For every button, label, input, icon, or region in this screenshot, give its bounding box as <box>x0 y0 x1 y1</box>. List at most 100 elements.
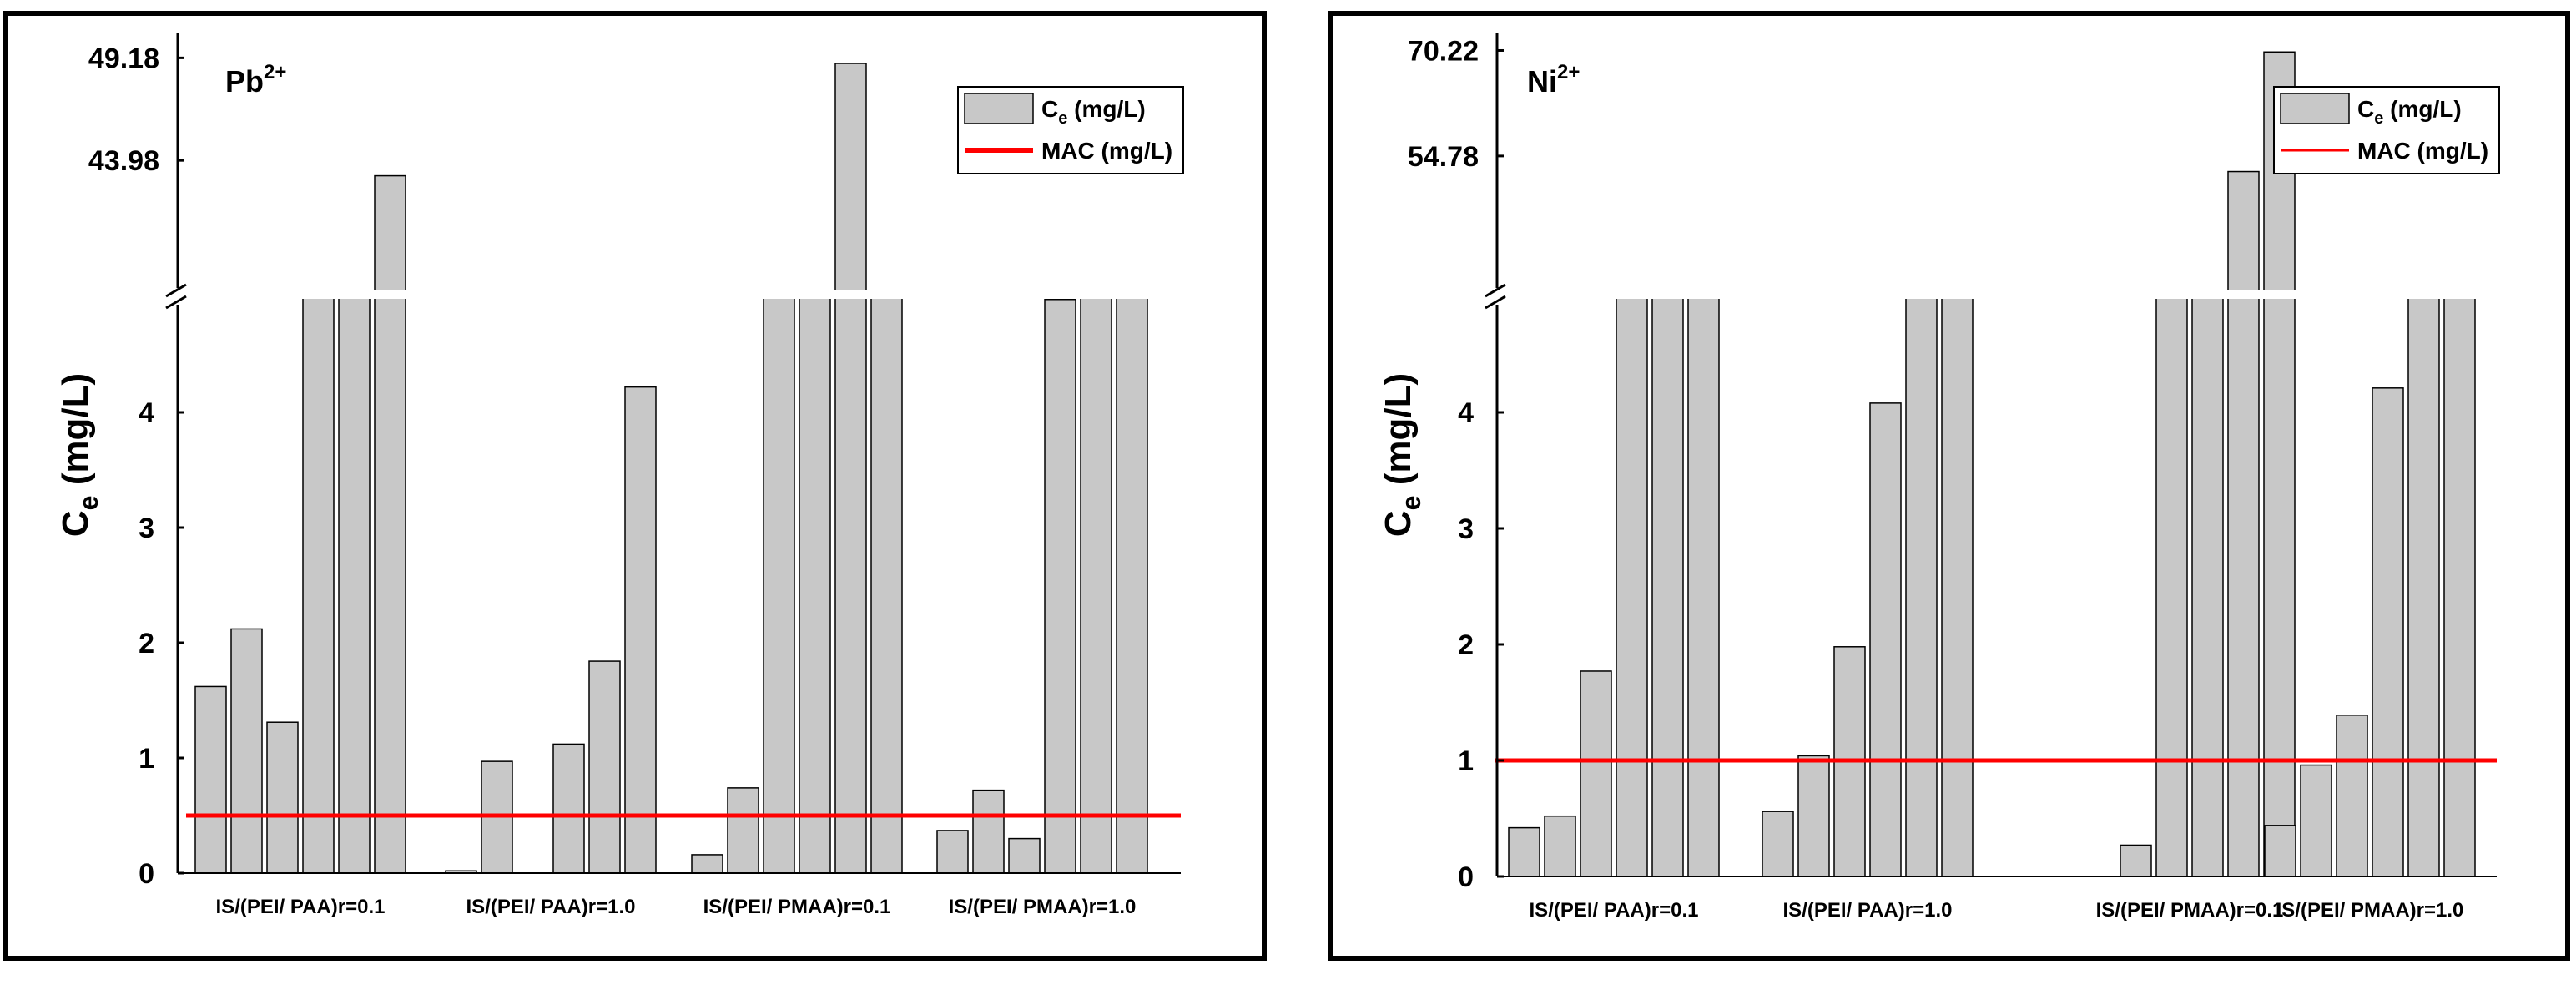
legend: Ce (mg/L) MAC (mg/L) <box>2273 86 2500 174</box>
bar-3-5 <box>834 63 867 874</box>
legend-bar-label-tail: (mg/L) <box>1067 96 1145 122</box>
bar-2-1 <box>1762 811 1794 877</box>
axis-break-mark <box>165 283 187 298</box>
bar-4-4 <box>1044 299 1076 874</box>
bar-3-4 <box>2191 297 2224 877</box>
y-title-sub: e <box>73 496 103 511</box>
bar-1-6 <box>1687 297 1720 877</box>
bar-2-4 <box>1869 402 1902 877</box>
legend: Ce (mg/L) MAC (mg/L) <box>957 86 1184 174</box>
chart-panel-2: 0 1 2 3 4 54.78 70.22 IS/(PEI/ PAA)r=0.1 IS/(PEI… <box>1328 11 2570 961</box>
bar-1-4 <box>1616 297 1648 877</box>
chart-frame <box>3 11 1267 961</box>
legend-bar-label-sub: e <box>2374 109 2383 128</box>
y-title-base: C <box>55 510 96 537</box>
bar-3-6 <box>2263 51 2296 877</box>
legend-mac-label: MAC (mg/L) <box>1041 138 1172 164</box>
y-tick-label: 4 <box>139 397 154 429</box>
legend-bar-label: Ce (mg/L) <box>2357 96 2462 128</box>
y-tick-label: 1 <box>139 743 154 775</box>
bar-4-6 <box>2443 297 2476 877</box>
bar-4-2 <box>2300 764 2332 877</box>
bar-break-gap <box>1651 290 1685 299</box>
bar-break-gap <box>1904 290 1938 299</box>
bar-3-3 <box>2155 297 2188 877</box>
chart-frame <box>1328 11 2570 961</box>
legend-bar-label-base: C <box>1041 96 1058 122</box>
bar-4-4 <box>2372 387 2404 877</box>
ion-symbol: Ni <box>1527 64 1557 98</box>
bar-4-3 <box>1008 837 1041 874</box>
bar-4-5 <box>2407 297 2440 877</box>
bar-2-2 <box>1797 755 1830 877</box>
y-tick-label: 2 <box>139 628 154 659</box>
y-tick-label: 3 <box>139 513 154 544</box>
y-tick-label: 0 <box>139 858 154 890</box>
legend-bar-swatch <box>964 93 1034 124</box>
y-title-tail: (mg/L) <box>55 373 96 496</box>
y-tick-label: 43.98 <box>88 145 159 177</box>
bar-break-gap <box>1615 290 1649 299</box>
y-title-tail: (mg/L) <box>1378 373 1419 496</box>
bar-break-gap <box>834 290 868 299</box>
bar-2-6 <box>624 386 657 874</box>
bar-3-4 <box>799 297 831 874</box>
x-category-label: IS/(PEI/ PAA)r=1.0 <box>466 896 636 918</box>
bar-3-3 <box>763 297 795 874</box>
y-tick-label: 49.18 <box>88 43 159 74</box>
y-axis-title: Ce (mg/L) <box>1378 373 1426 537</box>
bar-break-gap <box>762 290 796 299</box>
bar-break-gap <box>2442 290 2477 299</box>
bar-1-1 <box>194 685 227 874</box>
legend-bar-swatch <box>2280 93 2350 124</box>
x-category-label: IS/(PEI/ PAA)r=0.1 <box>1530 899 1699 922</box>
bar-break-gap <box>2262 290 2296 299</box>
bar-break-gap <box>301 290 335 299</box>
bar-2-5 <box>588 660 621 874</box>
bar-break-gap <box>1079 290 1113 299</box>
bar-1-3 <box>266 721 299 874</box>
axis-break-mark <box>1485 283 1506 298</box>
x-category-label: IS/(PEI/ PMAA)r=1.0 <box>2276 899 2464 922</box>
ion-charge: 2+ <box>1557 61 1580 83</box>
bar-2-5 <box>1905 297 1938 877</box>
bar-break-gap <box>2226 290 2261 299</box>
x-category-label: IS/(PEI/ PAA)r=1.0 <box>1783 899 1953 922</box>
legend-bar-label: Ce (mg/L) <box>1041 96 1146 128</box>
bar-3-6 <box>870 297 903 874</box>
bar-break-gap <box>2407 290 2441 299</box>
bar-break-gap <box>1686 290 1721 299</box>
axis-break-mark <box>1485 295 1506 310</box>
bar-1-5 <box>1651 297 1684 877</box>
bar-4-5 <box>1080 297 1112 874</box>
bar-1-3 <box>1580 670 1612 877</box>
bar-break-gap <box>337 290 371 299</box>
y-tick-label: 0 <box>1458 861 1474 893</box>
y-axis-title: Ce (mg/L) <box>55 373 103 537</box>
ion-charge: 2+ <box>264 61 286 83</box>
y-tick-label: 4 <box>1458 397 1474 429</box>
ion-label: Ni2+ <box>1527 61 1580 98</box>
x-category-label: IS/(PEI/ PAA)r=0.1 <box>216 896 386 918</box>
x-category-label: IS/(PEI/ PMAA)r=0.1 <box>703 896 891 918</box>
bar-3-1 <box>691 854 723 874</box>
y-tick-label: 70.22 <box>1408 35 1479 67</box>
bar-3-2 <box>727 787 759 874</box>
y-tick-label: 2 <box>1458 629 1474 661</box>
legend-mac-label: MAC (mg/L) <box>2357 138 2488 164</box>
legend-bar-label-sub: e <box>1058 109 1067 128</box>
bar-1-6 <box>374 174 406 874</box>
y-title-base: C <box>1378 510 1419 537</box>
bar-break-gap <box>1940 290 1974 299</box>
axis-break-mark <box>165 295 187 310</box>
bar-break-gap <box>1115 290 1149 299</box>
bar-break-gap <box>870 290 904 299</box>
bar-break-gap <box>2155 290 2189 299</box>
bar-2-6 <box>1941 297 1974 877</box>
chart-panel-1: 0 1 2 3 4 43.98 49.18 IS/(PEI/ PAA)r=0.1 IS/(PEI… <box>3 11 1267 961</box>
bar-1-1 <box>1508 826 1540 877</box>
legend-bar-label-base: C <box>2357 96 2374 122</box>
y-tick-label: 1 <box>1458 745 1474 777</box>
bar-break-gap <box>798 290 832 299</box>
